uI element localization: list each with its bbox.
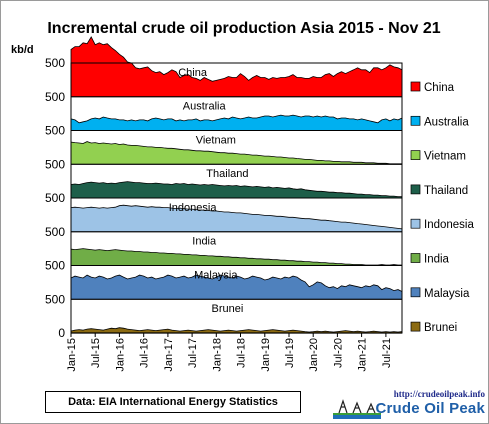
series-label-indonesia: Indonesia bbox=[169, 202, 218, 214]
legend-swatch-indonesia bbox=[410, 218, 421, 229]
y-tick-label: 500 bbox=[45, 259, 65, 273]
x-tick-label: Jan-17 bbox=[163, 338, 175, 372]
legend-swatch-china bbox=[410, 81, 421, 92]
chart-title: Incremental crude oil production Asia 20… bbox=[47, 20, 440, 37]
x-tick-label: Jul-21 bbox=[381, 338, 393, 368]
series-label-malaysia: Malaysia bbox=[194, 269, 238, 281]
legend-swatch-malaysia bbox=[410, 287, 421, 298]
series-area-malaysia bbox=[70, 274, 403, 300]
logo-url: http://crudeoilpeak.info bbox=[393, 389, 485, 399]
y-tick-label: 500 bbox=[45, 157, 65, 171]
x-tick-label: Jul-19 bbox=[284, 338, 296, 368]
legend-label-china: China bbox=[424, 82, 455, 94]
legend-label-australia: Australia bbox=[424, 116, 469, 128]
y-tick-label: 500 bbox=[45, 191, 65, 205]
x-tick-label: Jan-19 bbox=[260, 338, 272, 372]
series-area-china bbox=[70, 36, 403, 98]
x-tick-label: Jan-20 bbox=[308, 338, 320, 372]
legend-swatch-india bbox=[410, 253, 421, 263]
logo: http://crudeoilpeak.info Crude Oil Peak bbox=[333, 389, 485, 419]
x-tick-label: Jul-15 bbox=[90, 338, 102, 368]
x-tick-label: Jan-15 bbox=[66, 338, 78, 372]
x-tick-label: Jul-16 bbox=[139, 338, 151, 368]
source-box: Data: EIA International Energy Statistic… bbox=[45, 391, 301, 413]
legend-swatch-thailand bbox=[410, 184, 421, 195]
y-axis-label: kb/d bbox=[11, 44, 34, 56]
y-tick-label: 500 bbox=[45, 292, 65, 306]
x-tick-label: Jul-17 bbox=[187, 338, 199, 368]
series-area-thailand bbox=[70, 181, 403, 199]
legend-label-vietnam: Vietnam bbox=[424, 151, 466, 163]
series-area-brunei bbox=[70, 327, 403, 334]
series-area-india bbox=[70, 248, 403, 266]
x-tick-label: Jan-16 bbox=[114, 338, 126, 372]
series-label-vietnam: Vietnam bbox=[196, 134, 236, 146]
series-label-thailand: Thailand bbox=[206, 168, 248, 180]
y-tick-label: 500 bbox=[45, 56, 65, 70]
legend-label-india: India bbox=[424, 254, 450, 266]
derrick-icon bbox=[333, 399, 381, 419]
series-label-australia: Australia bbox=[183, 101, 227, 113]
x-tick-label: Jan-18 bbox=[211, 338, 223, 372]
legend-swatch-australia bbox=[410, 115, 421, 126]
plot-border bbox=[70, 62, 403, 334]
logo-name: Crude Oil Peak bbox=[375, 400, 485, 417]
series-label-india: India bbox=[192, 236, 217, 248]
legend-label-thailand: Thailand bbox=[424, 185, 468, 197]
series-area-indonesia bbox=[70, 204, 403, 233]
y-tick-label: 0 bbox=[58, 326, 65, 340]
x-tick-label: Jul-18 bbox=[236, 338, 248, 368]
x-tick-label: Jul-20 bbox=[332, 338, 344, 368]
legend-swatch-brunei bbox=[410, 321, 421, 332]
legend-label-indonesia: Indonesia bbox=[424, 219, 474, 231]
series-label-brunei: Brunei bbox=[212, 303, 244, 315]
y-tick-label: 500 bbox=[45, 225, 65, 239]
series-area-vietnam bbox=[70, 141, 403, 165]
x-tick-label: Jan-21 bbox=[357, 338, 369, 372]
legend-label-malaysia: Malaysia bbox=[424, 288, 470, 300]
series-area-australia bbox=[70, 114, 403, 131]
legend-swatch-vietnam bbox=[410, 150, 421, 160]
y-tick-label: 500 bbox=[45, 124, 65, 138]
legend-label-brunei: Brunei bbox=[424, 322, 457, 334]
y-tick-label: 500 bbox=[45, 90, 65, 104]
series-label-china: China bbox=[178, 67, 208, 79]
